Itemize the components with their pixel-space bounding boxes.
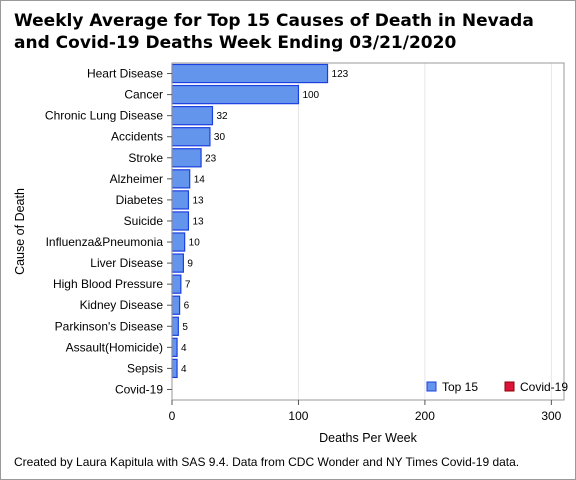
bar-0-10 xyxy=(171,274,182,294)
footnote: Created by Laura Kapitula with SAS 9.4. … xyxy=(14,455,520,469)
bar-0-2 xyxy=(171,105,214,126)
y-tick-label: Kidney Disease xyxy=(80,298,164,312)
y-tick-label: Alzheimer xyxy=(110,172,163,186)
chart-title: Weekly Average for Top 15 Causes of Deat… xyxy=(14,11,534,53)
bar-value-label: 23 xyxy=(205,153,217,164)
legend-swatch xyxy=(504,381,515,392)
y-tick-label: Covid-19 xyxy=(115,382,163,396)
y-tick-label: Suicide xyxy=(124,214,164,228)
bar-0-3 xyxy=(171,127,211,147)
y-tick-label: Stroke xyxy=(128,151,163,165)
bar-value-label: 100 xyxy=(302,90,319,101)
bar-value-label: 14 xyxy=(194,174,206,185)
bar-0-7 xyxy=(171,211,190,231)
legend-swatch xyxy=(426,381,437,392)
x-tick-label: 300 xyxy=(541,409,561,423)
y-tick-label: Diabetes xyxy=(116,193,163,207)
plot-area xyxy=(172,63,564,400)
legend-label: Covid-19 xyxy=(520,380,568,394)
plot-border xyxy=(171,62,565,401)
bar-value-label: 13 xyxy=(192,195,204,206)
bar-0-9 xyxy=(171,253,184,273)
bar-0-1 xyxy=(171,84,300,105)
y-tick-label: Chronic Lung Disease xyxy=(45,109,163,123)
y-tick-label: Influenza&Pneumonia xyxy=(46,235,164,249)
y-tick-label: Heart Disease xyxy=(87,67,163,81)
bar-0-12 xyxy=(171,316,179,336)
bar-value-label: 4 xyxy=(181,343,187,354)
bar-0-13 xyxy=(171,337,178,358)
bar-0-8 xyxy=(171,232,186,252)
bar-0-4 xyxy=(171,148,202,168)
bar-value-label: 30 xyxy=(214,132,226,143)
bar-value-label: 6 xyxy=(184,301,190,312)
y-tick-label: Cancer xyxy=(124,88,163,102)
y-tick-label: Liver Disease xyxy=(90,256,163,270)
x-axis-title: Deaths Per Week xyxy=(319,431,417,445)
x-tick-label: 100 xyxy=(288,409,308,423)
bar-value-label: 10 xyxy=(189,238,201,249)
y-tick-label: High Blood Pressure xyxy=(53,277,163,291)
y-axis-title: Cause of Death xyxy=(13,188,27,275)
bar-0-14 xyxy=(171,358,178,379)
bar-value-label: 7 xyxy=(185,280,191,291)
bar-value-label: 123 xyxy=(332,69,349,80)
y-tick-label: Assault(Homicide) xyxy=(66,340,163,354)
y-tick-label: Accidents xyxy=(111,130,163,144)
bar-0-5 xyxy=(171,169,191,189)
x-tick-label: 0 xyxy=(169,409,176,423)
bar-value-label: 4 xyxy=(181,364,187,375)
legend-label: Top 15 xyxy=(442,380,478,394)
bar-0-0 xyxy=(171,63,329,84)
bar-0-11 xyxy=(171,295,181,315)
bar-value-label: 13 xyxy=(192,216,204,227)
bar-0-6 xyxy=(171,190,190,210)
y-tick-label: Sepsis xyxy=(127,361,163,375)
x-tick-label: 200 xyxy=(415,409,435,423)
y-tick-label: Parkinson's Disease xyxy=(55,319,164,333)
bar-value-label: 5 xyxy=(182,322,188,333)
bar-value-label: 9 xyxy=(187,259,193,270)
bar-value-label: 32 xyxy=(216,111,228,122)
